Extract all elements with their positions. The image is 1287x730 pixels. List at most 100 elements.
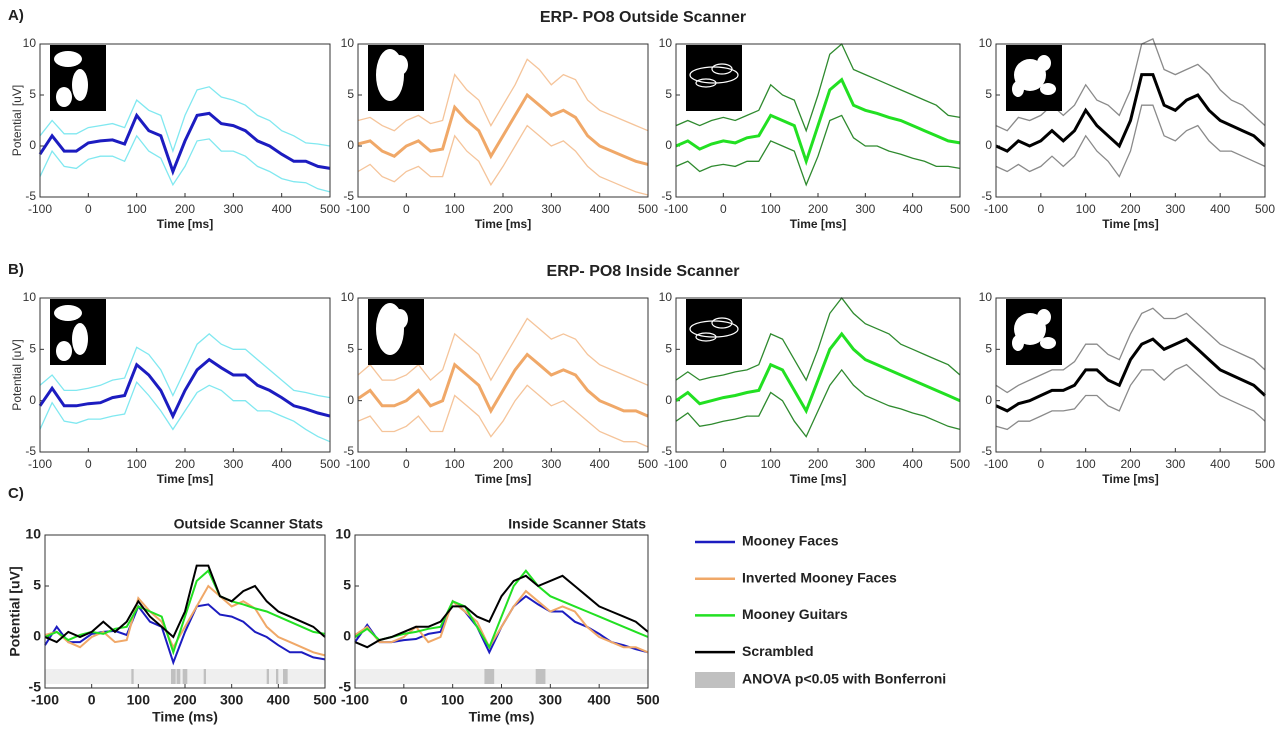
legend-swatch [695, 672, 735, 688]
x-tick-label: 400 [272, 457, 292, 471]
panel-label: C) [8, 485, 24, 502]
x-axis-label: Time (ms) [469, 709, 535, 725]
x-tick-label: 300 [1165, 457, 1185, 471]
significance-strip [355, 669, 648, 684]
y-axis-label: Potential [uV] [10, 85, 24, 156]
y-tick-label: 10 [23, 290, 37, 304]
significance-bar [266, 669, 269, 684]
plot-frame [675, 297, 961, 453]
error-bound [675, 296, 961, 382]
y-tick-label: 0 [347, 393, 354, 407]
y-axis-label: Potential [uV] [10, 339, 24, 410]
y-tick-label: -5 [661, 189, 672, 203]
y-tick-label: 0 [665, 138, 672, 152]
x-tick-label: 500 [950, 202, 970, 216]
series-line [354, 594, 649, 655]
stimulus-shape [695, 332, 717, 342]
x-tick-label: 0 [85, 457, 92, 471]
plot-frame [39, 297, 331, 453]
x-tick-label: 0 [1037, 457, 1044, 471]
y-tick-label: 5 [347, 342, 354, 356]
plot-frame [995, 43, 1266, 198]
x-axis-label: Time [ms] [475, 472, 531, 486]
y-tick-label: -5 [29, 679, 42, 695]
chart-panel: -5 0 5 10 -100 0 100 200 300 400 500 Time [ms] Poten… [10, 36, 340, 231]
chart-panel: -5 0 5 10 -100 0 100 200 300 400 500 Time [ms] [979, 36, 1276, 231]
y-tick-label: 5 [985, 342, 992, 356]
x-tick-label: 500 [320, 202, 340, 216]
y-tick-label: 0 [33, 628, 41, 644]
x-tick-label: 300 [223, 457, 243, 471]
error-bound [675, 114, 961, 187]
y-tick-label: 5 [665, 342, 672, 356]
stimulus-shape [392, 309, 408, 329]
stimulus-shape [1037, 309, 1051, 325]
x-tick-label: 0 [720, 202, 727, 216]
stimulus-shape [711, 317, 733, 329]
series-line [354, 569, 649, 650]
y-tick-label: 10 [341, 290, 355, 304]
y-tick-label: 10 [979, 36, 993, 50]
y-tick-label: -5 [981, 189, 992, 203]
x-tick-label: 300 [855, 457, 875, 471]
x-tick-label: 100 [761, 457, 781, 471]
significance-bar [131, 669, 134, 684]
x-tick-label: 200 [1120, 457, 1140, 471]
x-tick-label: 300 [855, 202, 875, 216]
chart-panel: -5 0 5 10 -100 0 100 200 300 400 500 Time (ms) Poten… [7, 516, 337, 725]
plot-frame [675, 43, 961, 198]
y-tick-label: 10 [659, 36, 673, 50]
mean-line [995, 337, 1267, 413]
x-axis-label: Time [ms] [1102, 472, 1158, 486]
error-bound [675, 42, 961, 133]
y-tick-label: 5 [33, 577, 41, 593]
x-tick-label: 400 [272, 202, 292, 216]
y-tick-label: 5 [985, 87, 992, 101]
x-tick-label: -100 [28, 202, 52, 216]
x-tick-label: 500 [638, 202, 658, 216]
error-bound [39, 86, 331, 154]
significance-bar [283, 669, 288, 684]
stimulus-shape [689, 320, 739, 338]
significance-bar [203, 669, 206, 684]
x-tick-label: 200 [1120, 202, 1140, 216]
error-bound [995, 363, 1266, 431]
mean-line [38, 111, 331, 176]
legend-label: Inverted Mooney Faces [742, 569, 897, 585]
x-axis-label: Time [ms] [475, 217, 531, 231]
y-tick-label: 10 [335, 526, 351, 542]
legend-label: Mooney Faces [742, 533, 839, 549]
y-tick-label: 0 [985, 138, 992, 152]
x-tick-label: 300 [223, 202, 243, 216]
chart-panel: -5 0 5 10 -100 0 100 200 300 400 500 Time [ms] Poten… [10, 290, 340, 486]
y-tick-label: 5 [347, 87, 354, 101]
x-tick-label: 500 [636, 692, 660, 708]
plot-frame [354, 534, 649, 689]
y-tick-label: 0 [665, 393, 672, 407]
section-title: ERP- PO8 Outside Scanner [540, 9, 746, 26]
x-tick-label: -100 [31, 692, 59, 708]
mean-line [38, 357, 331, 420]
x-tick-label: 200 [493, 457, 513, 471]
stimulus-shape [1040, 337, 1056, 349]
x-tick-label: 100 [761, 202, 781, 216]
x-tick-label: 500 [950, 457, 970, 471]
chart-panel: -5 0 5 10 -100 0 100 200 300 400 500 Time [ms] [341, 36, 659, 231]
series-line [354, 574, 649, 649]
x-tick-label: 200 [175, 457, 195, 471]
x-tick-label: 500 [1255, 457, 1275, 471]
y-tick-label: 0 [347, 138, 354, 152]
x-tick-label: 400 [587, 692, 611, 708]
y-tick-label: 0 [343, 628, 351, 644]
x-tick-label: 100 [127, 202, 147, 216]
x-tick-label: 500 [638, 457, 658, 471]
stimulus-shape [1012, 335, 1024, 351]
x-tick-label: 500 [1255, 202, 1275, 216]
y-tick-label: 0 [29, 393, 36, 407]
significance-bar [535, 669, 546, 684]
y-tick-label: -5 [343, 189, 354, 203]
stimulus-shape [56, 87, 72, 107]
y-tick-label: 10 [659, 290, 673, 304]
x-axis-label: Time (ms) [152, 709, 218, 725]
x-tick-label: 400 [903, 457, 923, 471]
